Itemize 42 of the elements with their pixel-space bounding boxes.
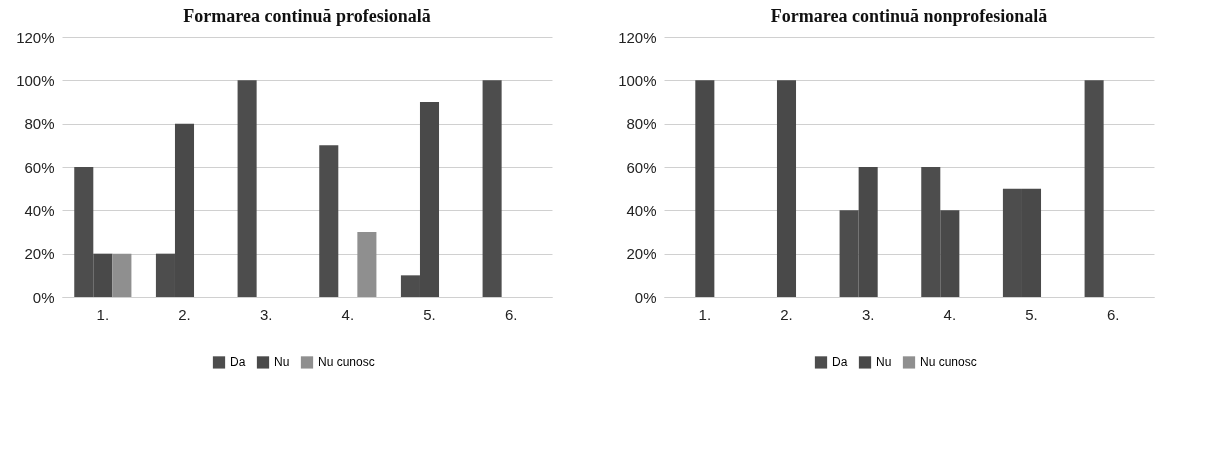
x-tick-label: 6. xyxy=(504,305,518,323)
legend-label: Nu xyxy=(274,355,290,370)
x-tick-label: 5. xyxy=(423,305,436,323)
bar xyxy=(237,80,257,297)
x-tick-label: 2. xyxy=(780,305,793,323)
x-tick-label: 5. xyxy=(1025,305,1038,323)
bar xyxy=(776,80,797,297)
x-tick-label: 6. xyxy=(1106,305,1120,323)
y-tick-label: 80% xyxy=(626,115,657,133)
x-tick-label: 3. xyxy=(861,305,875,323)
y-tick-label: 120% xyxy=(618,28,657,46)
legend-label: Nu cunosc xyxy=(920,355,977,370)
y-tick-label: 100% xyxy=(16,71,55,89)
y-tick-label: 40% xyxy=(24,201,55,219)
x-tick-label: 2. xyxy=(178,305,191,323)
y-tick-label: 20% xyxy=(626,245,657,263)
y-tick-label: 80% xyxy=(24,115,55,133)
bar xyxy=(112,253,132,297)
legend-label: Nu cunosc xyxy=(318,355,375,370)
chart-title: Formarea continuă nonprofesională xyxy=(770,6,1048,26)
y-tick-label: 60% xyxy=(24,158,55,176)
y-tick-label: 0% xyxy=(634,288,657,306)
legend-label: Da xyxy=(230,355,246,370)
bar xyxy=(1084,80,1104,297)
bar xyxy=(319,145,339,297)
legend-label: Da xyxy=(832,355,848,370)
bar xyxy=(482,80,502,297)
bar xyxy=(357,232,377,297)
x-tick-label: 4. xyxy=(341,305,355,323)
y-tick-label: 60% xyxy=(626,158,657,176)
bar xyxy=(695,80,715,297)
x-tick-label: 4. xyxy=(943,305,957,323)
x-tick-label: 1. xyxy=(698,305,712,323)
chart-title: Formarea continuă profesională xyxy=(183,6,431,26)
y-tick-label: 120% xyxy=(16,28,55,46)
y-tick-label: 40% xyxy=(626,201,657,219)
y-tick-label: 100% xyxy=(618,71,657,89)
y-tick-label: 0% xyxy=(32,288,55,306)
x-tick-label: 1. xyxy=(96,305,110,323)
y-tick-label: 20% xyxy=(24,245,55,263)
x-tick-label: 3. xyxy=(259,305,273,323)
legend-label: Nu xyxy=(876,355,892,370)
